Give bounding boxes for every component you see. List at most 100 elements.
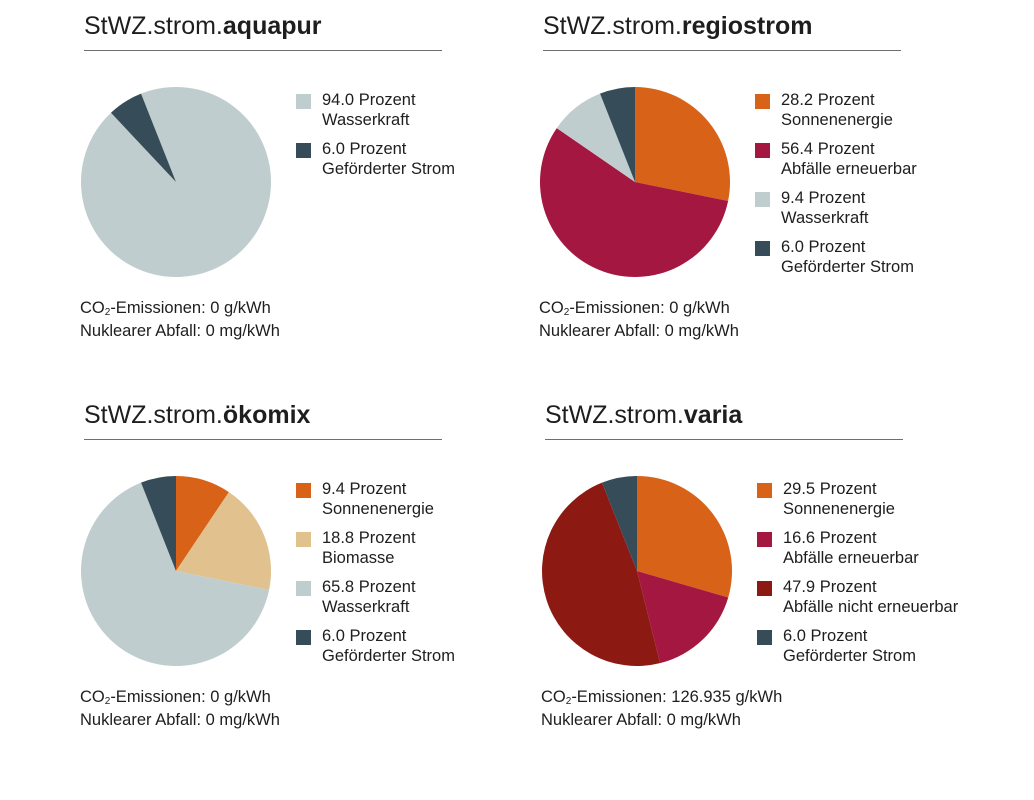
co2-emissions: CO2-Emissionen: 0 g/kWh: [80, 687, 280, 710]
legend-swatch: [296, 581, 311, 596]
title-divider: [545, 439, 903, 440]
legend-item: 18.8 Prozent Biomasse: [296, 528, 455, 577]
pie-slice-wasserkraft: [81, 482, 270, 666]
co2-value: -Emissionen: 0 g/kWh: [110, 299, 271, 317]
emission-stats: CO2-Emissionen: 0 g/kWh Nuklearer Abfall…: [80, 298, 280, 341]
chart-panel-oekomix: StWZ.strom.ökomix 9.4 Prozent Sonnenenerg…: [80, 389, 564, 739]
chart-title-prefix: StWZ.strom.: [545, 401, 684, 429]
co2-subscript: 2: [563, 307, 570, 318]
co2-emissions: CO2-Emissionen: 126.935 g/kWh: [541, 687, 782, 710]
legend-percent: 94.0 Prozent: [322, 91, 416, 109]
co2-prefix: CO: [80, 299, 105, 317]
co2-prefix: CO: [539, 299, 564, 317]
legend-label: Wasserkraft: [322, 598, 410, 616]
legend-swatch: [296, 630, 311, 645]
pie-slice-abfälle-erneuerbar: [637, 571, 729, 664]
legend-swatch: [755, 143, 770, 158]
legend-swatch: [757, 483, 772, 498]
legend-swatch: [755, 94, 770, 109]
co2-subscript: 2: [565, 696, 572, 707]
legend-item: 29.5 Prozent Sonnenenergie: [757, 479, 958, 528]
legend-percent: 56.4 Prozent: [781, 140, 875, 158]
co2-subscript: 2: [104, 307, 111, 318]
chart-panel-varia: StWZ.strom.varia 29.5 Prozent Sonnenenerg…: [541, 389, 1025, 739]
legend-label: Sonnenenergie: [781, 111, 893, 129]
pie-slice-geförderter-strom: [141, 476, 176, 571]
pie-slice-sonnenenergie: [635, 87, 731, 201]
co2-emissions: CO2-Emissionen: 0 g/kWh: [80, 298, 280, 321]
legend-percent: 28.2 Prozent: [781, 91, 875, 109]
legend-item: 6.0 Prozent Geförderter Strom: [757, 626, 958, 675]
legend-percent: 9.4 Prozent: [781, 189, 866, 207]
legend: 94.0 Prozent Wasserkraft 6.0 Prozent Geför…: [296, 90, 455, 188]
legend-percent: 29.5 Prozent: [783, 480, 877, 498]
legend-swatch: [296, 143, 311, 158]
legend-label: Geförderter Strom: [783, 647, 916, 665]
legend-label: Sonnenenergie: [783, 500, 895, 518]
legend-percent: 6.0 Prozent: [322, 140, 407, 158]
pie-slice-geförderter-strom: [602, 476, 637, 571]
legend-label: Sonnenenergie: [322, 500, 434, 518]
emission-stats: CO2-Emissionen: 0 g/kWh Nuklearer Abfall…: [80, 687, 280, 730]
legend-label: Geförderter Strom: [322, 160, 455, 178]
pie-slice-sonnenenergie: [176, 476, 229, 571]
chart-title: StWZ.strom.varia: [545, 401, 742, 430]
legend-swatch: [296, 94, 311, 109]
pie-chart: [542, 476, 733, 666]
legend-item: 6.0 Prozent Geförderter Strom: [296, 626, 455, 675]
co2-value: -Emissionen: 0 g/kWh: [569, 299, 730, 317]
legend-swatch: [296, 483, 311, 498]
emission-stats: CO2-Emissionen: 0 g/kWh Nuklearer Abfall…: [539, 298, 739, 341]
co2-emissions: CO2-Emissionen: 0 g/kWh: [539, 298, 739, 321]
legend: 28.2 Prozent Sonnenenergie 56.4 Prozent Ab…: [755, 90, 917, 286]
pie-chart: [81, 476, 272, 666]
legend-item: 47.9 Prozent Abfälle nicht erneuerbar: [757, 577, 958, 626]
nuclear-waste: Nuklearer Abfall: 0 mg/kWh: [539, 322, 739, 340]
legend-swatch: [757, 630, 772, 645]
legend-percent: 6.0 Prozent: [783, 627, 868, 645]
nuclear-waste: Nuklearer Abfall: 0 mg/kWh: [541, 711, 741, 729]
chart-title-product: ökomix: [222, 401, 311, 429]
chart-panel-aquapur: StWZ.strom.aquapur 94.0 Prozent Wasserkra…: [80, 0, 564, 350]
co2-value: -Emissionen: 126.935 g/kWh: [571, 688, 783, 706]
title-divider: [84, 439, 442, 440]
pie-slice-abfälle-erneuerbar: [540, 128, 729, 277]
pie-slice-geförderter-strom: [110, 93, 176, 182]
chart-title-prefix: StWZ.strom.: [84, 401, 223, 429]
legend-label: Abfälle erneuerbar: [783, 549, 919, 567]
pie-slice-sonnenenergie: [637, 476, 733, 598]
pie-slice-wasserkraft: [81, 86, 272, 277]
chart-title: StWZ.strom.aquapur: [84, 12, 322, 41]
legend-item: 6.0 Prozent Geförderter Strom: [755, 237, 917, 286]
co2-prefix: CO: [80, 688, 105, 706]
pie-slice-biomasse: [176, 492, 272, 590]
legend-item: 65.8 Prozent Wasserkraft: [296, 577, 455, 626]
nuclear-waste: Nuklearer Abfall: 0 mg/kWh: [80, 322, 280, 340]
chart-title-prefix: StWZ.strom.: [84, 12, 223, 40]
legend-percent: 16.6 Prozent: [783, 529, 877, 547]
co2-prefix: CO: [541, 688, 566, 706]
co2-value: -Emissionen: 0 g/kWh: [110, 688, 271, 706]
title-divider: [543, 50, 901, 51]
pie-slice-wasserkraft: [556, 93, 635, 182]
chart-title: StWZ.strom.regiostrom: [543, 12, 812, 41]
legend-percent: 47.9 Prozent: [783, 578, 877, 596]
legend-item: 56.4 Prozent Abfälle erneuerbar: [755, 139, 917, 188]
legend-percent: 9.4 Prozent: [322, 480, 407, 498]
legend-item: 6.0 Prozent Geförderter Strom: [296, 139, 455, 188]
chart-panel-regiostrom: StWZ.strom.regiostrom 28.2 Prozent Sonnen…: [539, 0, 1023, 350]
legend-item: 94.0 Prozent Wasserkraft: [296, 90, 455, 139]
co2-subscript: 2: [104, 696, 111, 707]
legend-percent: 6.0 Prozent: [322, 627, 407, 645]
pie-chart: [81, 86, 272, 277]
legend-item: 9.4 Prozent Sonnenenergie: [296, 479, 455, 528]
legend-swatch: [755, 192, 770, 207]
legend-percent: 6.0 Prozent: [781, 238, 866, 256]
legend-item: 16.6 Prozent Abfälle erneuerbar: [757, 528, 958, 577]
legend-item: 28.2 Prozent Sonnenenergie: [755, 90, 917, 139]
legend-swatch: [296, 532, 311, 547]
legend-label: Wasserkraft: [781, 209, 869, 227]
legend: 29.5 Prozent Sonnenenergie 16.6 Prozent Ab…: [757, 479, 958, 675]
legend-percent: 65.8 Prozent: [322, 578, 416, 596]
legend-label: Abfälle erneuerbar: [781, 160, 917, 178]
